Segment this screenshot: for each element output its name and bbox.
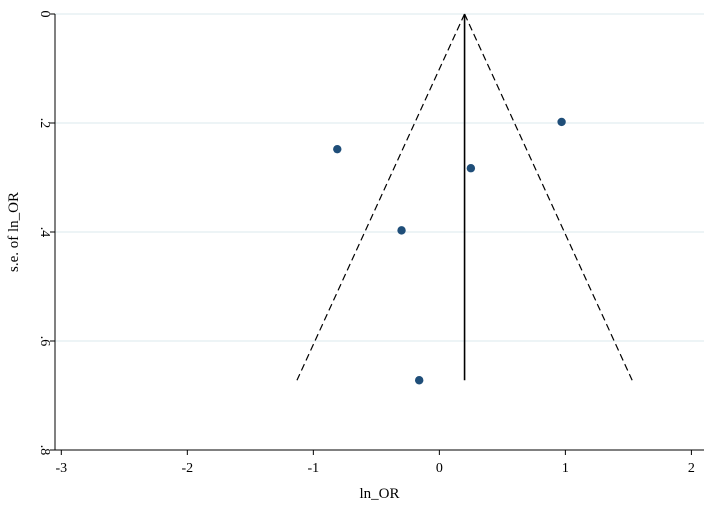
y-tick-label: .6: [37, 336, 52, 347]
x-axis-title: ln_OR: [359, 486, 399, 502]
x-ticks: -3 -2 -1 0 1 2: [55, 450, 695, 476]
x-tick-label: -1: [308, 461, 320, 476]
data-point: [414, 376, 424, 385]
data-point: [397, 226, 406, 235]
x-tick-label: 0: [436, 461, 443, 476]
x-tick-label: -2: [181, 461, 193, 476]
y-tick-label: 0: [37, 11, 52, 18]
data-point: [333, 144, 342, 154]
data-points: [333, 117, 566, 385]
data-point: [466, 164, 476, 173]
x-tick-label: -3: [55, 461, 67, 476]
x-tick-label: 1: [562, 461, 569, 476]
gridlines: [55, 13, 704, 342]
y-ticks: 0 .2 .4 .6 .8: [37, 11, 55, 456]
y-tick-label: .2: [37, 118, 52, 129]
x-tick-label: 2: [688, 461, 695, 476]
y-tick-label: .4: [37, 227, 52, 238]
ci-limit-left: [296, 13, 466, 381]
y-tick-label: .8: [37, 445, 52, 456]
funnel-lines: [296, 13, 633, 381]
ci-limit-right: [464, 13, 633, 381]
data-point: [557, 117, 566, 127]
y-axis-title: s.e. of ln_OR: [6, 192, 22, 272]
